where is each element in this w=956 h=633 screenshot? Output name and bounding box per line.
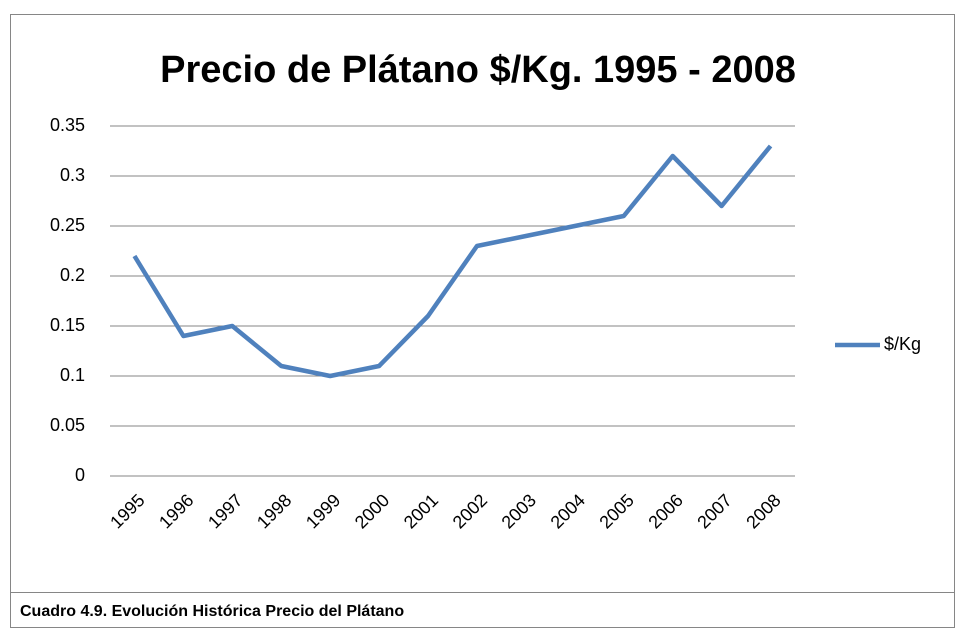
y-tick-label: 0.3 xyxy=(60,165,85,185)
data-line xyxy=(132,144,773,379)
y-tick-label: 0.35 xyxy=(50,115,85,135)
y-tick-label: 0.2 xyxy=(60,265,85,285)
y-tick-label: 0.05 xyxy=(50,415,85,435)
chart-title: Precio de Plátano $/Kg. 1995 - 2008 xyxy=(160,49,796,91)
legend-label: $/Kg xyxy=(884,334,921,354)
y-tick-label: 0.25 xyxy=(50,215,85,235)
y-tick-label: 0.15 xyxy=(50,315,85,335)
chart-frame xyxy=(10,14,955,593)
caption-frame xyxy=(10,592,955,628)
y-tick-label: 0.1 xyxy=(60,365,85,385)
y-tick-label: 0 xyxy=(75,465,85,485)
caption: Cuadro 4.9. Evolución Histórica Precio d… xyxy=(20,603,404,620)
